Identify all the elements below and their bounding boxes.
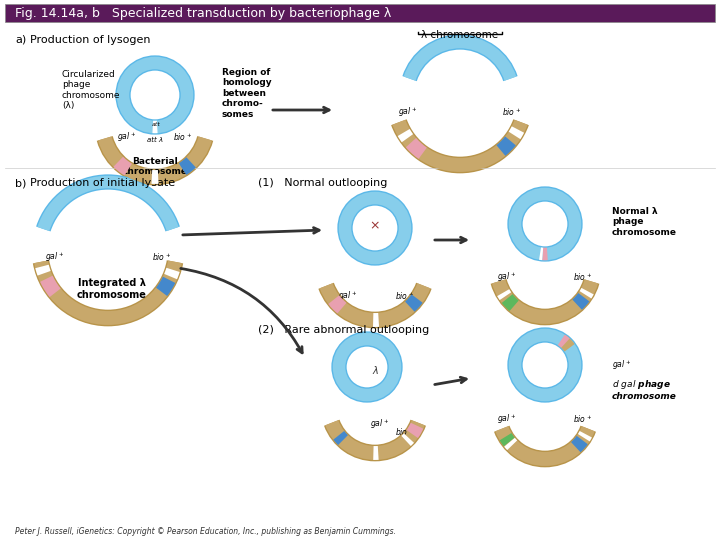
Text: (2)   Rare abnormal outlooping: (2) Rare abnormal outlooping — [258, 325, 429, 335]
Text: $bio^+$: $bio^+$ — [573, 413, 593, 425]
Text: $bio^+$: $bio^+$ — [503, 106, 521, 118]
Text: Production of lysogen: Production of lysogen — [30, 35, 150, 45]
Text: $gal^+$: $gal^+$ — [117, 130, 137, 144]
Text: att: att — [152, 122, 161, 126]
Text: $gal^+$: $gal^+$ — [398, 105, 418, 119]
Text: $bio^+$: $bio^+$ — [174, 131, 192, 143]
Text: Circularized
phage
chromosome
(λ): Circularized phage chromosome (λ) — [62, 70, 120, 110]
Text: $gal^+$: $gal^+$ — [498, 270, 517, 284]
Text: $gal^+$: $gal^+$ — [612, 358, 631, 372]
Text: λ chromosome: λ chromosome — [421, 30, 498, 40]
Text: $gal^+$: $gal^+$ — [338, 289, 358, 303]
Text: $d$ $gal$ phage
chromosome: $d$ $gal$ phage chromosome — [612, 378, 677, 401]
Text: Region of
homology
between
chromo-
somes: Region of homology between chromo- somes — [222, 68, 271, 119]
Text: Production of initial lysate: Production of initial lysate — [30, 178, 175, 188]
Text: a): a) — [15, 35, 26, 45]
Text: $gal^+$: $gal^+$ — [45, 250, 65, 264]
Text: Normal λ
phage
chromosome: Normal λ phage chromosome — [612, 207, 677, 237]
Text: $bio^+$: $bio^+$ — [395, 426, 415, 438]
Text: $bio^+$: $bio^+$ — [573, 271, 593, 283]
Text: Bacterial
chromosome: Bacterial chromosome — [122, 157, 187, 177]
Text: $bio^+$: $bio^+$ — [153, 251, 171, 263]
Text: (1)   Normal outlooping: (1) Normal outlooping — [258, 178, 387, 188]
Text: Fig. 14.14a, b   Specialized transduction by bacteriophage λ: Fig. 14.14a, b Specialized transduction … — [15, 6, 391, 19]
Text: att λ: att λ — [147, 137, 163, 143]
Text: Peter J. Russell, iGenetics: Copyright © Pearson Education, Inc., publishing as : Peter J. Russell, iGenetics: Copyright ©… — [15, 528, 396, 537]
Text: b): b) — [15, 178, 27, 188]
Text: ×: × — [370, 219, 380, 233]
Text: λ: λ — [372, 366, 378, 376]
Text: Integrated λ
chromosome: Integrated λ chromosome — [77, 278, 147, 300]
Text: $gal^+$: $gal^+$ — [498, 412, 517, 426]
Text: $gal^+$: $gal^+$ — [370, 417, 390, 431]
FancyBboxPatch shape — [5, 4, 715, 22]
Text: $bio^+$: $bio^+$ — [395, 290, 415, 302]
